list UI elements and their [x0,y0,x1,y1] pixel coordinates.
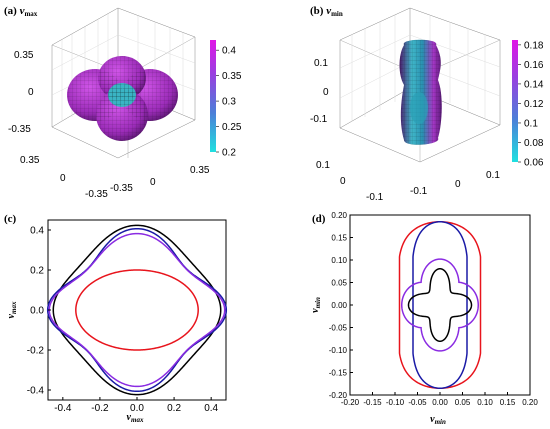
series-line [46,227,228,393]
x-tick-label: 0.2 [167,403,181,414]
panel-a-ticks: 0.35 0 -0.35 0.35 0 -0.35 -0.35 0 0.35 [8,50,210,200]
y-tick-label: 0.10 [331,256,347,265]
plot-c [46,224,228,396]
tick: 0 [150,177,156,188]
panel-a: (a) vmax 0.35 0 -0.35 0.35 0 [4,5,242,200]
tick: 0.35 [190,165,210,176]
y-tick-label: 0.15 [331,234,347,243]
x-tick-label: 0.4 [204,403,218,414]
y-tick-label: 0.05 [331,279,347,288]
ticks-d: -0.20 -0.15 -0.10 -0.05 0.00 0.05 0.10 0.15 0.20… [329,211,539,407]
x-tick-label: -0.20 [341,398,360,407]
panel-d: (d) -0.20 -0.15 -0.10 -0.05 0.00 0.05 0.10 0.15… [310,211,538,426]
colorbar-tick-label: 0.35 [222,71,242,82]
panel-c: (c) -0.4 -0.2 0.0 0.2 0.4 0.4 0.2 0.0 -0.2 -0.4 v… [4,213,228,424]
tick: 0.1 [316,160,330,171]
surface-b [399,39,442,145]
tick: -0.1 [310,114,328,125]
y-axis-label-d: vmin [310,297,322,313]
y-tick-label: 0.20 [331,211,347,220]
x-axis-label-d: vmin [430,414,446,426]
panel-b-ticks: 0.1 0 -0.1 0.1 0 -0.1 -0.1 0 0.1 [310,58,500,203]
x-tick-label: 0.00 [432,398,448,407]
y-tick-label: -0.20 [329,391,348,400]
y-tick-label: -0.10 [329,346,348,355]
colorbar-tick-label: 0.4 [222,46,236,57]
tick: -0.35 [85,189,108,200]
y-tick-label: -0.15 [329,369,348,378]
colorbar-tick-label: 0.16 [524,60,544,71]
series-line [75,269,199,351]
colorbar-tick-label: 0.12 [524,99,544,110]
y-tick-label: -0.4 [27,386,45,397]
tick: -0.1 [366,192,384,203]
tick: 0 [28,87,34,98]
x-tick-label: -0.4 [54,403,72,414]
tick: 0.35 [20,155,40,166]
tick: -0.35 [110,183,133,194]
colorbar-tick-label: 0.06 [524,158,544,169]
series-line [412,220,468,390]
tick: 0.35 [14,50,34,61]
x-tick-label: -0.15 [363,398,382,407]
plot-frame-d [349,214,531,396]
x-tick-label: -0.10 [386,398,405,407]
x-tick-label: -0.05 [408,398,427,407]
tick: 0.1 [486,170,500,181]
y-tick-label: 0.00 [331,301,347,310]
y-tick-label: 0.0 [30,306,44,317]
surface-a [67,56,178,141]
colorbar-tick-label: 0.1 [524,118,538,129]
colorbar-tick-label: 0.2 [222,148,236,159]
colorbar-tick-label: 0.3 [222,97,236,108]
x-tick-label: 0.10 [477,398,493,407]
y-tick-label: 0.4 [30,226,44,237]
tick: -0.1 [410,186,428,197]
panel-c-label: (c) [4,213,17,225]
ticks-c: -0.4 -0.2 0.0 0.2 0.4 0.4 0.2 0.0 -0.2 -0.4 [27,226,219,415]
x-tick-label: 0.05 [455,398,471,407]
series-line [52,224,222,396]
colorbar-tick-label: 0.25 [222,122,242,133]
x-tick-label: 0.15 [500,398,516,407]
colorbar-a: 0.4 0.35 0.3 0.25 0.2 [210,40,242,159]
x-tick-label: 0.20 [522,398,538,407]
x-axis-label-c: vmax [127,412,144,424]
y-tick-label: -0.05 [329,324,348,333]
panel-a-label: (a) vmax [4,5,38,18]
panel-b: (b) vmin 0.1 0 -0.1 0.1 0 -0.1 -0.1 0 0.… [310,5,544,203]
tick: 0 [60,173,66,184]
series-line [407,268,473,342]
series-line [400,258,480,352]
colorbar-tick-label: 0.18 [524,40,544,51]
x-tick-label: -0.2 [91,403,109,414]
plot-d [398,220,482,390]
y-axis-label-c: vmax [6,301,18,318]
panel-b-label: (b) vmin [310,5,343,18]
tick: 0.1 [314,58,328,69]
tick: 0 [455,179,461,190]
plot-frame-c [47,219,227,401]
colorbar-tick-label: 0.14 [524,79,544,90]
y-tick-label: -0.2 [27,346,45,357]
colorbar-b: 0.18 0.16 0.14 0.12 0.1 0.08 0.06 [512,40,544,169]
tick: 0 [323,87,329,98]
y-tick-label: 0.2 [30,266,44,277]
tick: -0.35 [8,124,31,135]
panel-d-label: (d) [312,213,326,225]
colorbar-tick-label: 0.08 [524,138,544,149]
x-tick-label: 0.0 [130,403,144,414]
series-line [398,220,482,390]
tick: 0 [340,176,346,187]
